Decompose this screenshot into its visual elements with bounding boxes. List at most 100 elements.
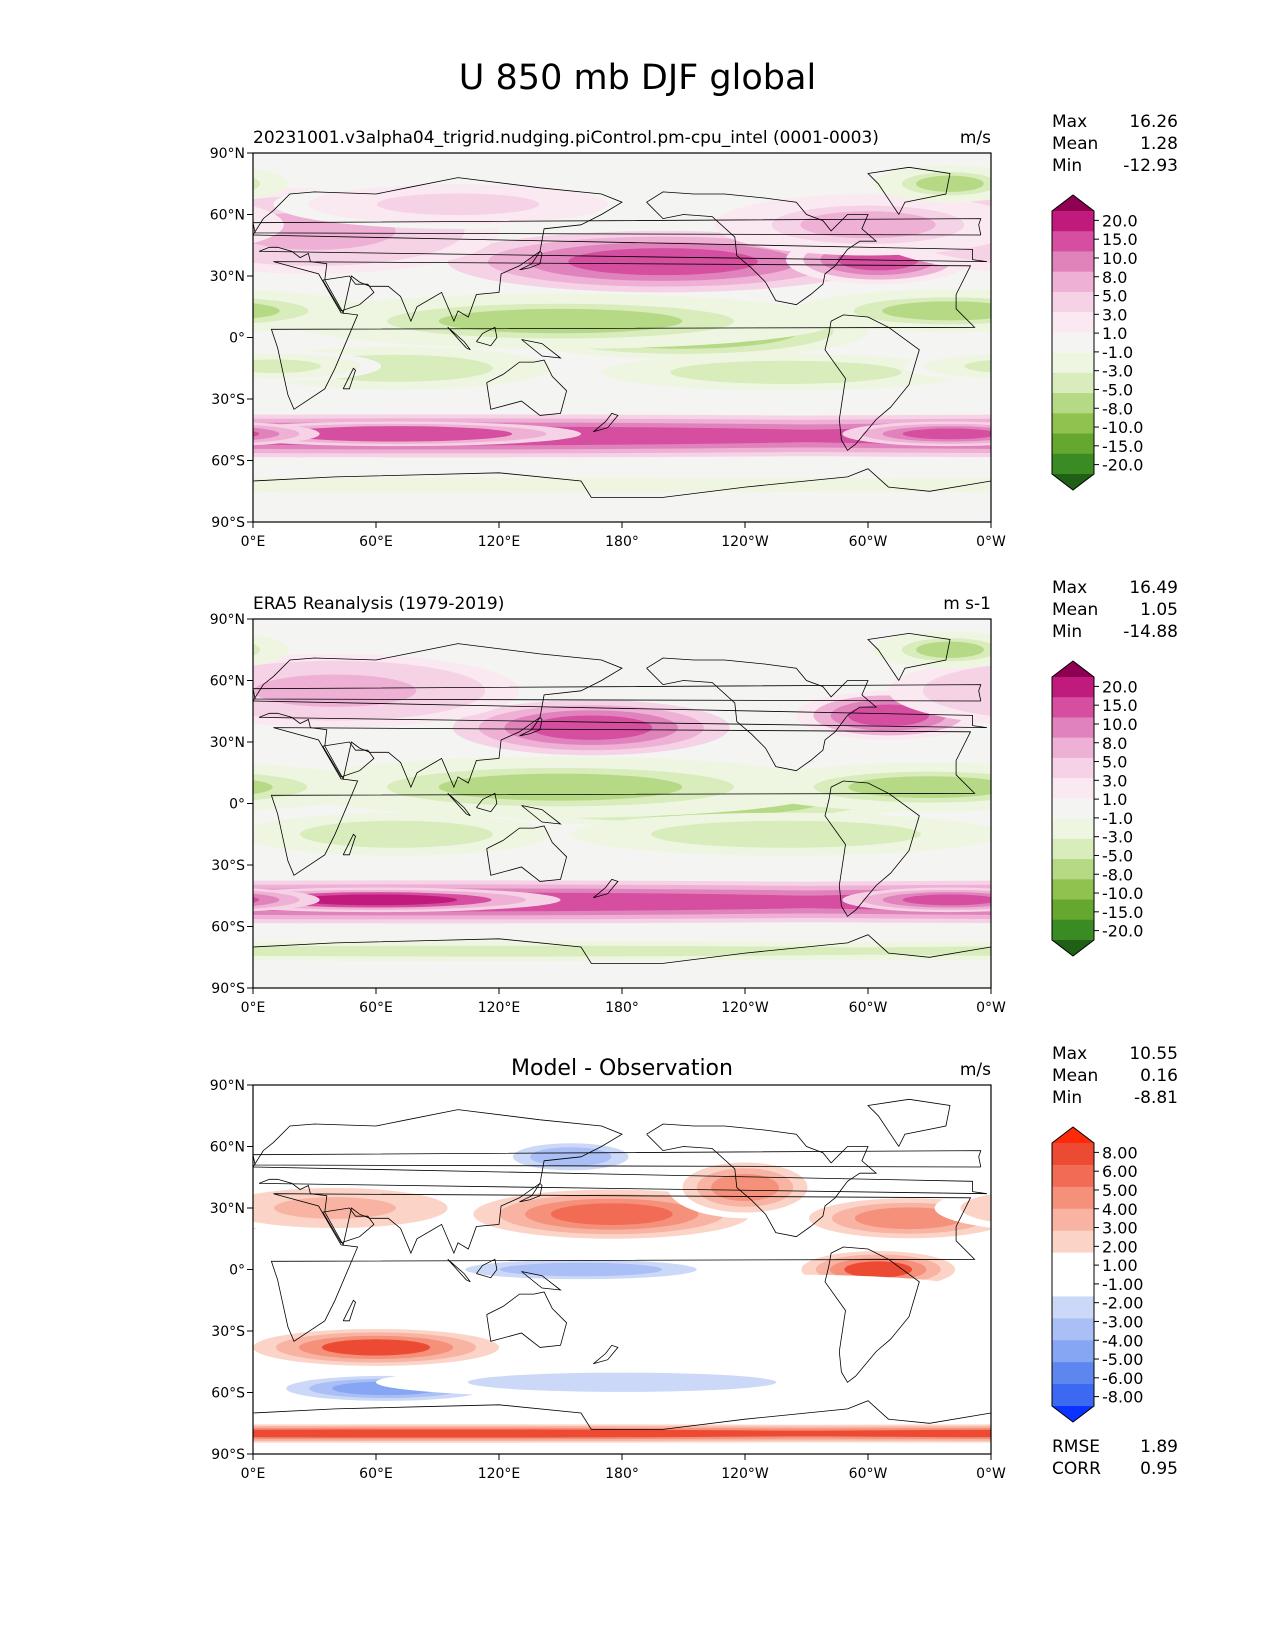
- colorbar-label: 3.0: [1102, 771, 1127, 790]
- colorbar-label: 2.00: [1102, 1237, 1138, 1256]
- stat-label: RMSE: [1052, 1437, 1100, 1457]
- field-feature: [854, 1207, 964, 1230]
- colorbar-bin: [1052, 453, 1094, 475]
- field-feature: [916, 641, 984, 658]
- field-feature: [253, 359, 321, 373]
- field-feature: [253, 643, 261, 656]
- colorbar-label: 20.0: [1102, 211, 1138, 230]
- coastline: [253, 1109, 987, 1255]
- field-feature: [253, 774, 308, 801]
- colorbar-label: -10.0: [1102, 884, 1143, 903]
- colorbar: 8.006.005.004.003.002.001.00-1.00-2.00-3…: [1051, 1126, 1143, 1423]
- coastline: [824, 780, 920, 917]
- x-tick-label: 120°E: [478, 1466, 521, 1482]
- field-feature: [315, 428, 478, 440]
- coastline: [646, 657, 878, 772]
- colorbar-bin: [1052, 211, 1094, 232]
- field-feature: [902, 428, 991, 440]
- field-feature: [253, 893, 280, 906]
- colorbar-label: 8.0: [1102, 734, 1127, 753]
- x-tick-label: 120°E: [478, 1000, 521, 1016]
- colorbar-bin: [1052, 312, 1094, 333]
- panel-left-title: 20231001.v3alpha04_trigrid.nudging.piCon…: [253, 128, 879, 148]
- colorbar-bin: [1052, 838, 1094, 860]
- colorbar-label: -1.0: [1102, 343, 1133, 362]
- colorbar-bin: [1052, 291, 1094, 313]
- panel-left-title: ERA5 Reanalysis (1979-2019): [253, 594, 504, 614]
- field-feature: [750, 480, 991, 490]
- coastline: [646, 1123, 878, 1238]
- colorbar-bin: [1052, 899, 1094, 921]
- coastlines: [253, 632, 991, 964]
- field-feature: [253, 638, 275, 662]
- colorbar-extend-max: [1052, 661, 1094, 677]
- field-feature: [800, 211, 936, 239]
- colorbar-outline: [1051, 1126, 1095, 1423]
- field-feature: [711, 1173, 779, 1202]
- colorbar-extend-min: [1052, 1406, 1094, 1422]
- colorbar-bin: [1052, 757, 1094, 779]
- stat-label: Min: [1052, 622, 1082, 642]
- x-tick-label: 60°W: [849, 534, 888, 550]
- colorbar-bin: [1052, 352, 1094, 374]
- y-tick-label: 30°N: [210, 269, 245, 285]
- colorbar-extend-min: [1052, 940, 1094, 956]
- stat-value: -8.81: [1134, 1088, 1178, 1108]
- coastline: [593, 1344, 619, 1365]
- field-feature: [253, 780, 273, 795]
- colorbar: 20.015.010.08.05.03.01.0-1.0-3.0-5.0-8.0…: [1051, 194, 1143, 491]
- field-feature: [438, 308, 683, 334]
- colorbar-label: 3.00: [1102, 1219, 1138, 1238]
- field-feature: [253, 827, 264, 841]
- stat-value: 16.26: [1129, 112, 1178, 132]
- coastline: [486, 825, 568, 882]
- coastline: [270, 1193, 976, 1342]
- coastline: [867, 632, 951, 681]
- colorbar-label: 8.00: [1102, 1143, 1138, 1162]
- coastline: [593, 878, 619, 899]
- panel-units: m/s: [960, 128, 991, 148]
- field-feature: [530, 715, 653, 740]
- colorbar-bin: [1052, 433, 1094, 455]
- coastline: [342, 367, 356, 390]
- y-tick-label: 0°: [229, 797, 245, 813]
- colorbar-label: 5.0: [1102, 753, 1127, 772]
- x-tick-label: 0°W: [976, 1000, 1006, 1016]
- colorbar-label: 15.0: [1102, 696, 1138, 715]
- colorbar-label: 6.00: [1102, 1162, 1138, 1181]
- coastline: [270, 727, 976, 876]
- x-tick-label: 0°E: [241, 534, 266, 550]
- stat-label: Max: [1052, 578, 1087, 598]
- field-feature: [376, 193, 540, 216]
- colorbar-bin: [1052, 1296, 1094, 1319]
- y-tick-label: 60°N: [210, 208, 245, 224]
- coastlines: [253, 166, 991, 498]
- coastline: [824, 1246, 920, 1383]
- coastline: [322, 741, 375, 778]
- field-feature: [253, 206, 284, 244]
- y-tick-label: 60°N: [210, 1140, 245, 1156]
- colorbar-label: -1.00: [1102, 1275, 1143, 1294]
- coastline: [476, 792, 498, 813]
- colorbar-extend-max: [1052, 1127, 1094, 1143]
- stat-value: 1.05: [1140, 600, 1178, 620]
- field-feature: [550, 1203, 673, 1225]
- y-tick-label: 30°S: [211, 392, 245, 408]
- coastline: [253, 934, 991, 964]
- field-feature: [882, 301, 991, 321]
- coastline: [521, 339, 562, 359]
- x-tick-label: 60°W: [849, 1000, 888, 1016]
- colorbar-label: 5.00: [1102, 1181, 1138, 1200]
- map-field-obs: [253, 619, 991, 988]
- y-tick-label: 90°S: [211, 515, 245, 531]
- y-tick-label: 60°N: [210, 674, 245, 690]
- y-tick-label: 60°S: [211, 1386, 245, 1402]
- x-tick-label: 60°E: [359, 1466, 393, 1482]
- colorbar-label: -20.0: [1102, 456, 1143, 475]
- map-field-test: [253, 153, 991, 522]
- field-feature: [328, 824, 465, 844]
- x-tick-label: 0°E: [241, 1000, 266, 1016]
- colorbar-bin: [1052, 1208, 1094, 1232]
- colorbar-bin: [1052, 1230, 1094, 1254]
